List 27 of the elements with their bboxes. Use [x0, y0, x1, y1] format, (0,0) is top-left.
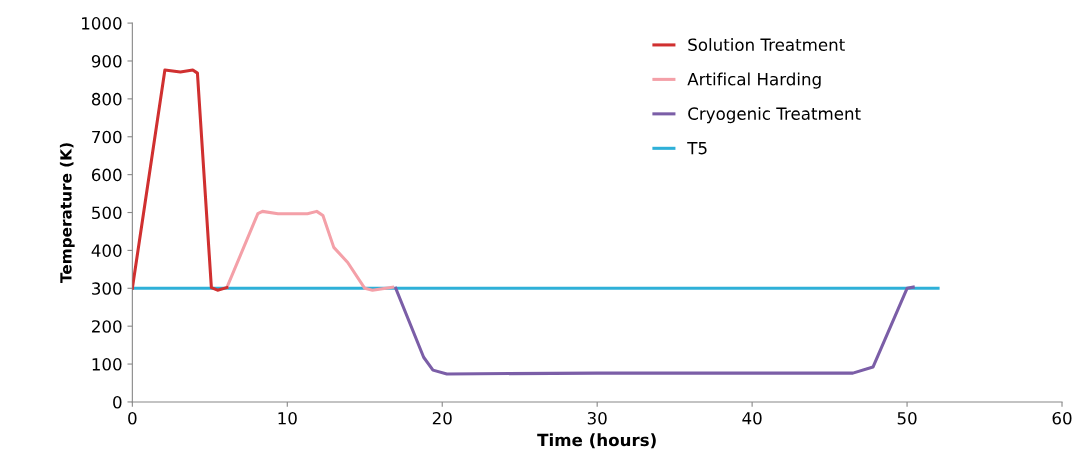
y-tick-label: 600	[91, 168, 122, 182]
y-tick-label: 0	[113, 395, 122, 409]
legend-label: Cryogenic Treatment	[688, 107, 861, 124]
legend-label: Artifical Harding	[687, 72, 821, 89]
x-tick-label: 50	[897, 411, 917, 425]
y-tick-label: 400	[91, 244, 122, 257]
line-series	[394, 285, 915, 376]
x-tick-label: 30	[587, 411, 607, 425]
x-axis-title: Time (hours)	[537, 433, 656, 449]
y-tick-label: 500	[92, 206, 122, 220]
line-series	[132, 68, 229, 292]
y-tick-label: 100	[92, 358, 122, 371]
y-axis-title: Temperature (K)	[59, 143, 75, 283]
x-tick-label: 10	[278, 411, 297, 425]
x-tick-label: 40	[742, 411, 762, 425]
y-tick-label: 800	[91, 92, 122, 106]
x-tick-label: 20	[432, 411, 452, 425]
y-tick-label: 700	[92, 130, 122, 144]
x-tick-label: 0	[128, 411, 137, 425]
y-tick-label: 1000	[82, 17, 122, 30]
line-series	[225, 209, 395, 292]
x-tick-label: 60	[1052, 411, 1072, 425]
y-tick-label: 900	[91, 54, 122, 68]
y-tick-label: 300	[92, 282, 122, 295]
legend-label: T5	[687, 142, 707, 155]
y-tick-label: 200	[92, 320, 122, 333]
legend-label: Solution Treatment	[688, 38, 845, 51]
